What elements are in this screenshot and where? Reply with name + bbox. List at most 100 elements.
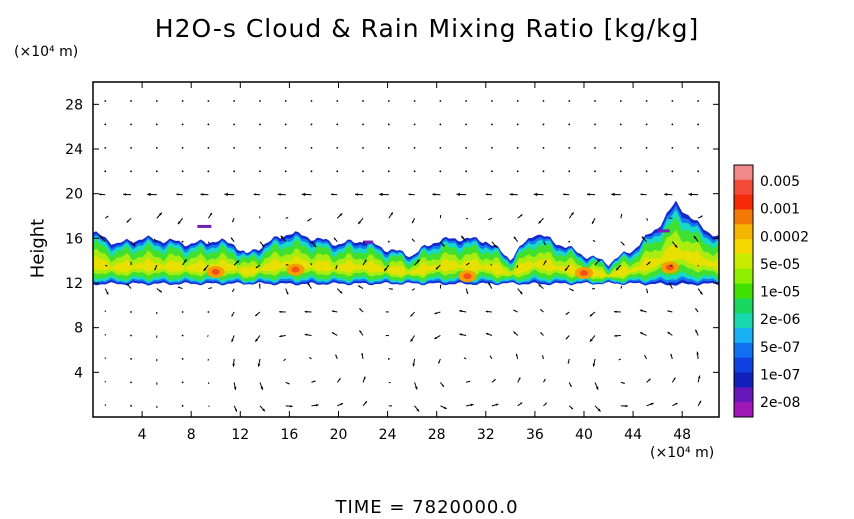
wind-vector-head <box>385 335 387 337</box>
wind-vector-head <box>277 193 281 196</box>
wind-vector <box>568 170 571 173</box>
wind-vector-head <box>338 378 341 381</box>
wind-vector-head <box>670 265 672 267</box>
wind-vector <box>259 146 261 149</box>
wind-vector-head <box>105 310 106 312</box>
wind-vector-head <box>434 312 437 315</box>
wind-vector <box>130 381 132 384</box>
wind-vector-head <box>207 335 208 337</box>
wind-vector-head <box>675 403 678 405</box>
wind-vector-head <box>210 287 212 289</box>
x-tick-label: 4 <box>138 427 147 443</box>
wind-vector-head <box>442 244 445 247</box>
wind-vector <box>413 123 416 126</box>
wind-vector-head <box>335 267 338 270</box>
wind-vector <box>387 170 390 173</box>
wind-vector-head <box>625 404 628 408</box>
x-tick-label: 8 <box>187 427 196 443</box>
wind-vector-head <box>313 380 316 383</box>
wind-vector-head <box>100 235 104 239</box>
wind-vector <box>465 146 468 149</box>
wind-vector-head <box>673 377 676 380</box>
wind-vector-head <box>255 313 258 316</box>
y-tick-label: 20 <box>65 187 83 203</box>
wind-vector <box>130 146 132 149</box>
cloud-core-center-0 <box>211 268 220 275</box>
wind-vector <box>284 146 287 149</box>
wind-vector-head <box>200 193 204 196</box>
x-axis: 4 8 12 16 20 24 28 32 36 40 44 48 <box>138 82 691 443</box>
wind-vector-head <box>488 218 490 220</box>
colorbar-label: 1e-05 <box>760 285 800 301</box>
wind-vector-head <box>307 282 310 286</box>
plot-frame <box>92 81 720 418</box>
wind-vector <box>491 146 493 149</box>
wind-vector <box>465 170 468 173</box>
wind-vector-head <box>176 193 179 196</box>
wind-vector <box>155 123 158 126</box>
chart-title: H2O-s Cloud & Rain Mixing Ratio [kg/kg] <box>154 14 700 43</box>
wind-vector-head <box>693 235 697 239</box>
y-axis: 4 8 12 16 20 24 28 <box>65 97 719 381</box>
wind-vector <box>181 170 184 173</box>
wind-vector-head <box>520 402 523 405</box>
wind-vector-head <box>232 290 234 292</box>
wind-vector-head <box>485 332 489 336</box>
wind-vector <box>233 100 236 102</box>
wind-vector <box>413 146 416 149</box>
wind-vector-head <box>253 193 257 196</box>
wind-vector <box>310 123 313 126</box>
cloud-core-center-2 <box>463 273 472 280</box>
colorbar-swatch <box>734 328 753 344</box>
wind-vector-head <box>513 331 516 334</box>
wind-vector <box>104 170 107 173</box>
wind-vector-head <box>333 237 336 240</box>
y-tick-label: 24 <box>65 142 83 158</box>
wind-vector-head <box>126 220 129 223</box>
wind-vector <box>619 170 622 173</box>
colorbar-swatch <box>734 165 753 181</box>
wind-vector <box>697 100 700 102</box>
wind-vector-head <box>565 313 568 315</box>
wind-vector-head <box>391 288 393 290</box>
wind-vector-head <box>255 266 258 268</box>
wind-vector-head <box>279 335 282 338</box>
wind-vector-head <box>639 309 643 312</box>
wind-vector-head <box>304 310 308 313</box>
wind-vector-head <box>439 284 442 287</box>
wind-vector-head <box>544 378 546 381</box>
wind-vector <box>181 240 184 243</box>
wind-vector-head <box>147 192 151 197</box>
wind-vector-head <box>234 409 237 412</box>
wind-vector-head <box>467 218 468 220</box>
wind-vector-head <box>623 382 625 384</box>
wind-vector-head <box>363 376 366 380</box>
wind-vector-head <box>571 407 573 410</box>
wind-vector <box>413 170 416 173</box>
wind-vector-head <box>331 332 335 335</box>
wind-vector-head <box>516 266 518 268</box>
colorbar-frame <box>733 164 754 418</box>
wind-vector <box>516 146 519 149</box>
colorbar-label: 1e-07 <box>760 368 800 384</box>
wind-vector <box>155 170 158 173</box>
wind-vector-head <box>412 220 414 224</box>
wind-vector-head <box>233 386 237 390</box>
wind-vector-head <box>359 308 362 311</box>
wind-vector-head <box>156 407 158 409</box>
wind-vector-head <box>313 244 317 248</box>
x-tick-label: 16 <box>280 427 298 443</box>
wind-vector-head <box>364 259 367 263</box>
colorbar-label: 2e-08 <box>760 395 800 411</box>
wind-vector-head <box>697 375 701 379</box>
cloud-wisp-1 <box>363 240 374 244</box>
y-axis-unit: (×10⁴ m) <box>14 44 79 60</box>
wind-vector-head <box>540 309 542 311</box>
wind-vector-head <box>287 217 289 219</box>
wind-vector <box>465 123 468 126</box>
wind-vector-head <box>493 379 496 382</box>
wind-vector <box>233 123 236 126</box>
wind-vector-head <box>257 363 261 367</box>
wind-vector <box>233 170 236 173</box>
wind-vector-head <box>177 221 181 225</box>
